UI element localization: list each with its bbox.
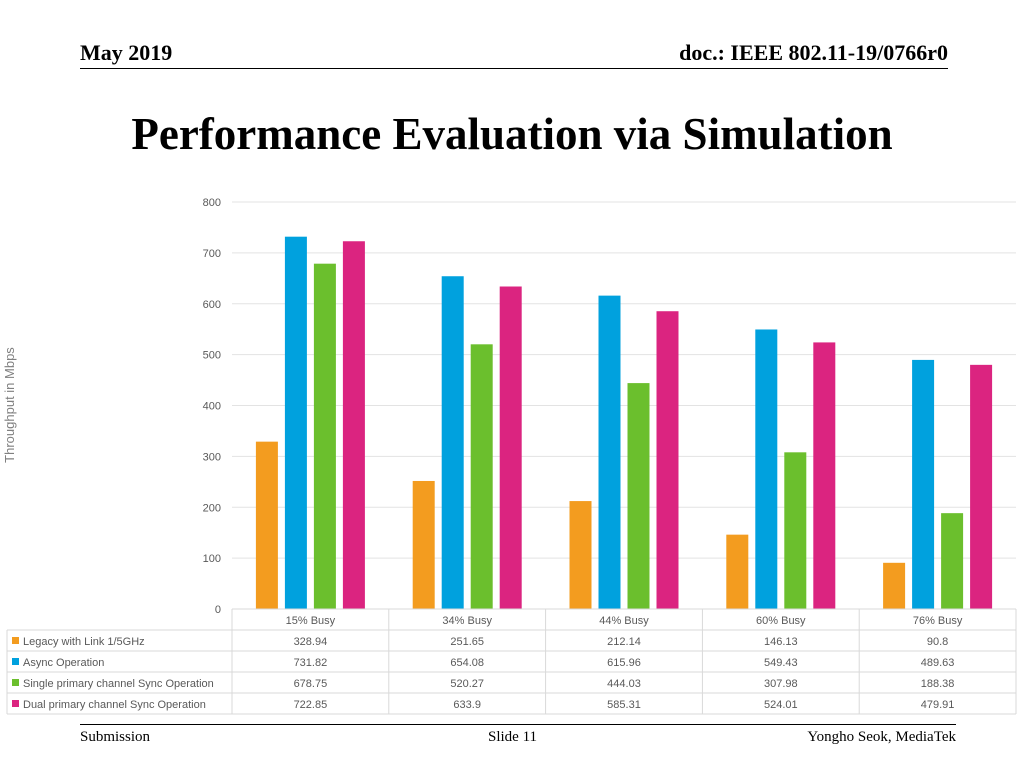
header-date: May 2019	[80, 40, 173, 65]
table-value: 307.98	[764, 678, 798, 690]
table-value: 654.08	[450, 657, 484, 669]
table-value: 444.03	[607, 678, 641, 690]
table-value: 585.31	[607, 699, 641, 711]
x-category-label: 44% Busy	[599, 615, 649, 627]
throughput-bar-chart: 0 100 200 300 400 500 600 700 800 Throughput in M…	[2, 197, 1017, 715]
y-tick-label: 300	[203, 451, 221, 463]
table-value: 188.38	[921, 678, 955, 690]
y-tick-label: 800	[203, 197, 221, 209]
y-tick-label: 600	[203, 299, 221, 311]
bar-2-4	[755, 329, 778, 609]
footer-submission: Submission	[80, 729, 151, 745]
slide-title: Performance Evaluation via Simulation	[131, 109, 893, 159]
bar-1-5	[883, 562, 906, 609]
table-value: 328.94	[294, 636, 328, 648]
bar-2-1	[284, 236, 307, 609]
footer-slide-number: Slide 11	[488, 729, 538, 745]
table-value: 633.9	[453, 699, 481, 711]
bar-3-3	[627, 383, 650, 609]
bar-1-2	[412, 480, 435, 609]
x-category-label: 60% Busy	[756, 615, 806, 627]
legend-swatch-3	[12, 679, 19, 686]
bar-3-1	[313, 263, 336, 609]
bar-4-1	[342, 241, 365, 609]
table-value: 549.43	[764, 657, 798, 669]
table-value: 489.63	[921, 657, 955, 669]
legend-swatch-1	[12, 637, 19, 644]
bar-3-4	[784, 452, 807, 609]
y-tick-label: 400	[203, 401, 221, 413]
x-category-label: 15% Busy	[286, 615, 336, 627]
table-value: 90.8	[927, 636, 948, 648]
bar-3-2	[470, 344, 493, 609]
legend-swatch-2	[12, 658, 19, 665]
bar-1-3	[569, 501, 592, 609]
x-category-label: 76% Busy	[913, 615, 963, 627]
table-value: 678.75	[294, 678, 328, 690]
legend-label: Legacy with Link 1/5GHz	[23, 636, 145, 648]
table-value: 520.27	[450, 678, 484, 690]
table-value: 212.14	[607, 636, 641, 648]
table-value: 615.96	[607, 657, 641, 669]
bar-4-2	[499, 286, 522, 609]
legend-label: Dual primary channel Sync Operation	[23, 699, 206, 711]
header-divider	[80, 68, 948, 69]
x-category-label: 34% Busy	[442, 615, 492, 627]
footer-author: Yongho Seok, MediaTek	[807, 729, 956, 745]
header-doc-id: doc.: IEEE 802.11-19/0766r0	[679, 40, 948, 65]
bar-4-4	[813, 342, 836, 609]
table-value: 479.91	[921, 699, 955, 711]
bar-2-3	[598, 295, 621, 609]
y-tick-label: 200	[203, 502, 221, 514]
table-value: 524.01	[764, 699, 798, 711]
y-tick-label: 700	[203, 248, 221, 260]
y-axis-title: Throughput in Mbps	[2, 347, 17, 463]
bar-2-5	[912, 359, 935, 609]
bar-4-5	[970, 364, 993, 609]
table-value: 251.65	[450, 636, 484, 648]
table-value: 731.82	[294, 657, 328, 669]
bar-1-4	[726, 534, 749, 609]
legend-label: Async Operation	[23, 657, 104, 669]
y-tick-label: 500	[203, 350, 221, 362]
y-tick-label: 0	[215, 604, 221, 616]
bar-3-5	[941, 513, 964, 609]
bar-4-3	[656, 311, 679, 609]
table-value: 146.13	[764, 636, 798, 648]
legend-swatch-4	[12, 700, 19, 707]
bar-1-1	[255, 441, 278, 609]
bar-2-2	[441, 276, 464, 609]
table-value: 722.85	[294, 699, 328, 711]
y-tick-label: 100	[203, 553, 221, 565]
legend-label: Single primary channel Sync Operation	[23, 678, 214, 690]
footer-divider	[80, 724, 956, 725]
